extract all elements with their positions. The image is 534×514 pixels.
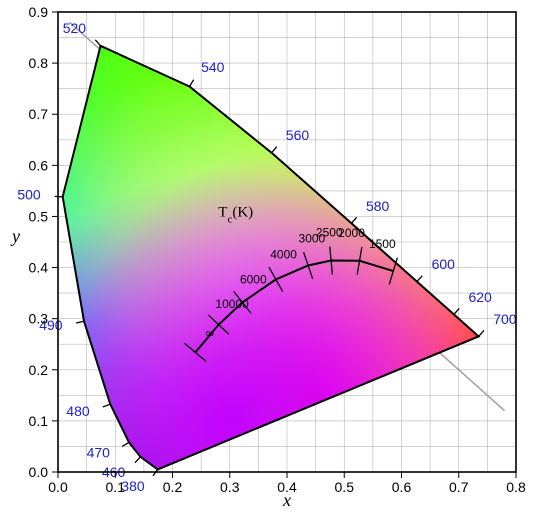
x-tick-label: 0.8 — [506, 479, 526, 495]
x-tick-label: 0.1 — [106, 479, 126, 495]
cct-label: 2000 — [338, 226, 365, 240]
x-axis-label: x — [282, 490, 291, 510]
y-tick-label: 0.9 — [29, 4, 49, 20]
wavelength-label: 480 — [66, 403, 90, 419]
wavelength-label: 470 — [87, 444, 111, 460]
y-tick-label: 0.4 — [29, 260, 49, 276]
wavelength-label: 520 — [63, 20, 87, 36]
wavelength-label: 540 — [201, 59, 225, 75]
y-tick-label: 0.6 — [29, 157, 49, 173]
x-tick-label: 0.7 — [449, 479, 469, 495]
wavelength-label: 600 — [432, 256, 456, 272]
y-axis-label: y — [10, 226, 20, 246]
x-tick-label: 0.0 — [48, 479, 68, 495]
chromaticity-chart: 380460470480490500520540560580600620700∞… — [0, 0, 534, 514]
wavelength-label: 620 — [468, 289, 492, 305]
y-tick-label: 0.3 — [29, 311, 49, 327]
y-tick-label: 0.0 — [29, 464, 49, 480]
wavelength-label: 500 — [17, 186, 41, 202]
x-tick-label: 0.5 — [335, 479, 355, 495]
x-tick-label: 0.3 — [220, 479, 240, 495]
cct-label: 1500 — [369, 237, 396, 251]
y-tick-label: 0.2 — [29, 362, 49, 378]
y-tick-label: 0.5 — [29, 208, 49, 224]
cct-label: ∞ — [205, 326, 214, 340]
cct-label: 6000 — [240, 273, 267, 287]
x-tick-label: 0.6 — [392, 479, 412, 495]
x-tick-label: 0.2 — [163, 479, 183, 495]
wavelength-label: 560 — [286, 127, 310, 143]
cct-label: 4000 — [270, 247, 297, 261]
wavelength-label: 580 — [366, 198, 390, 214]
y-tick-label: 0.1 — [29, 413, 49, 429]
wavelength-label: 700 — [493, 311, 517, 327]
y-tick-label: 0.8 — [29, 55, 49, 71]
y-tick-label: 0.7 — [29, 106, 49, 122]
